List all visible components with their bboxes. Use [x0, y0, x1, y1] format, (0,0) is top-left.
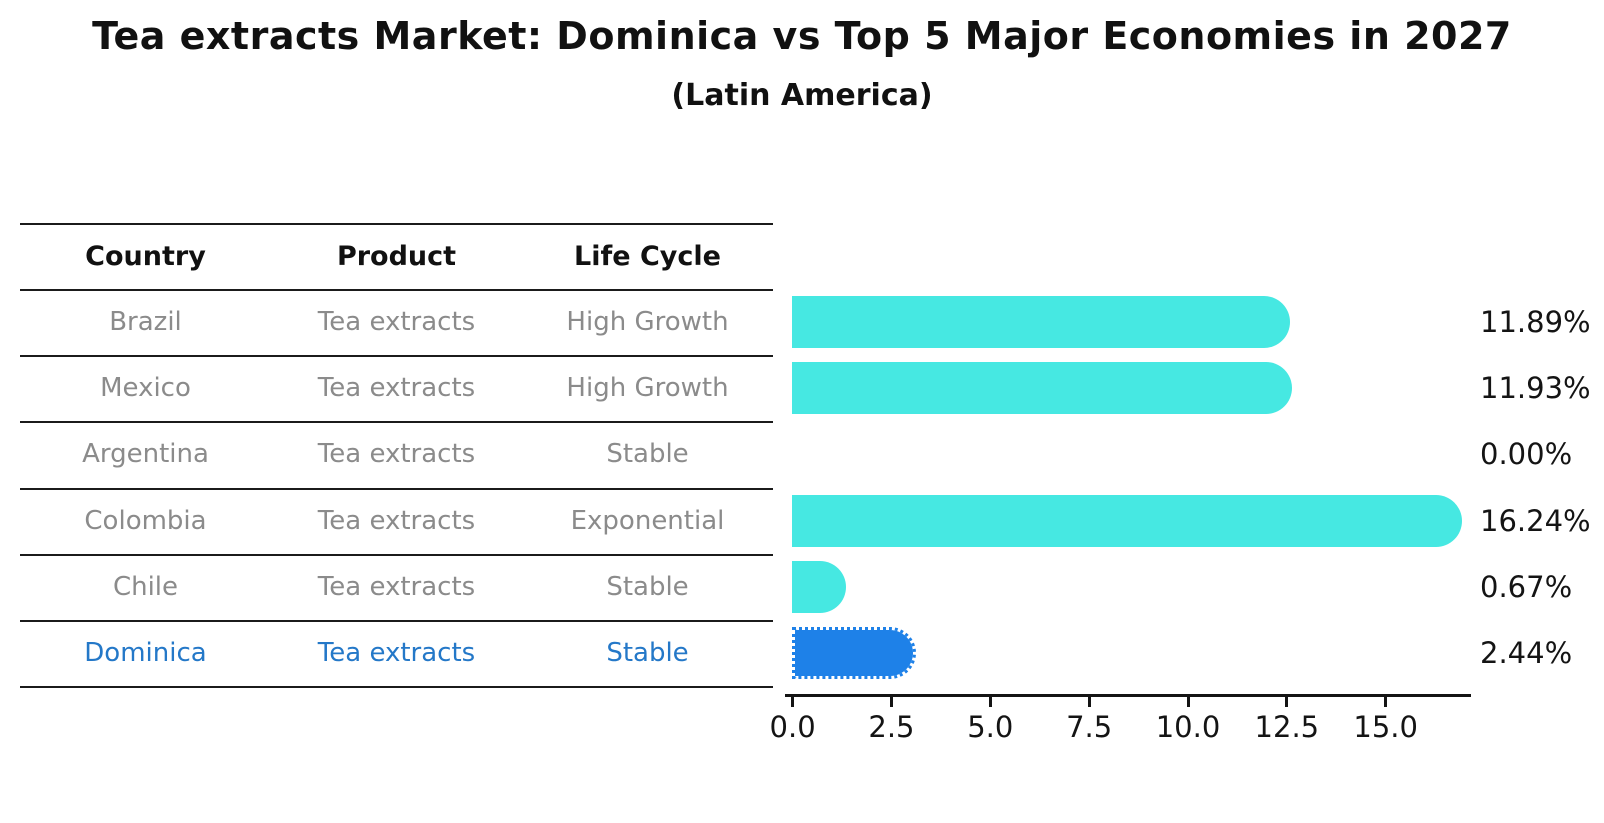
- x-axis-tick: [791, 697, 795, 707]
- chart-subtitle: (Latin America): [671, 78, 933, 113]
- x-axis-tick: [889, 697, 893, 707]
- table-rule: [20, 421, 773, 424]
- x-axis-tick: [1087, 697, 1091, 707]
- x-axis-tick: [988, 697, 992, 707]
- x-axis-tick-label: 0.0: [769, 710, 816, 744]
- table-row: Dominica Tea extracts Stable: [20, 621, 773, 685]
- x-axis-tick-label: 2.5: [868, 710, 915, 744]
- bar: [792, 494, 1463, 547]
- column-header-life-cycle: Life Cycle: [574, 240, 721, 272]
- table-rule: [20, 223, 773, 225]
- cell-country: Argentina: [82, 439, 209, 470]
- cell-product: Tea extracts: [317, 307, 476, 338]
- cell-country: Colombia: [84, 505, 207, 536]
- column-header-product: Product: [336, 240, 457, 272]
- bar: [792, 362, 1292, 415]
- chart-title: Tea extracts Market: Dominica vs Top 5 M…: [92, 14, 1512, 58]
- x-axis-tick-label: 10.0: [1155, 710, 1221, 744]
- cell-country: Brazil: [109, 307, 182, 338]
- value-label: 16.24%: [1480, 503, 1591, 538]
- table-row: Chile Tea extracts Stable: [20, 555, 773, 619]
- x-axis-tick: [1384, 697, 1388, 707]
- cell-country: Mexico: [100, 373, 191, 404]
- x-axis-line: [785, 694, 1471, 697]
- cell-country: Dominica: [84, 637, 207, 668]
- cell-product: Tea extracts: [317, 373, 476, 404]
- bar: [792, 296, 1291, 349]
- x-axis-tick: [1285, 697, 1289, 707]
- table-rule: [20, 685, 773, 688]
- table-rule: [20, 355, 773, 358]
- value-label: 11.93%: [1480, 371, 1591, 406]
- cell-life-cycle: Exponential: [570, 505, 725, 536]
- cell-product: Tea extracts: [317, 637, 476, 668]
- cell-product: Tea extracts: [317, 439, 476, 470]
- value-label: 0.67%: [1480, 569, 1573, 604]
- bar-highlight: [792, 626, 917, 679]
- table-row: Brazil Tea extracts High Growth: [20, 290, 773, 354]
- table-row: Mexico Tea extracts High Growth: [20, 356, 773, 420]
- cell-product: Tea extracts: [317, 571, 476, 602]
- value-label: 0.00%: [1480, 437, 1573, 472]
- x-axis-tick-label: 7.5: [1066, 710, 1113, 744]
- cell-life-cycle: Stable: [606, 439, 689, 470]
- bar: [792, 560, 847, 613]
- cell-country: Chile: [112, 571, 179, 602]
- x-axis-tick: [1186, 697, 1190, 707]
- value-label: 2.44%: [1480, 635, 1573, 670]
- table-header: Country Product Life Cycle: [20, 224, 773, 288]
- table-rule: [20, 289, 773, 292]
- cell-life-cycle: High Growth: [566, 373, 729, 404]
- x-axis-tick-label: 12.5: [1254, 710, 1320, 744]
- cell-life-cycle: Stable: [606, 571, 689, 602]
- table-rule: [20, 553, 773, 556]
- value-label: 11.89%: [1480, 305, 1591, 340]
- x-axis-tick-label: 5.0: [967, 710, 1014, 744]
- table-rule: [20, 619, 773, 622]
- cell-product: Tea extracts: [317, 505, 476, 536]
- table-row: Colombia Tea extracts Exponential: [20, 489, 773, 553]
- cell-life-cycle: High Growth: [566, 307, 729, 338]
- table-row: Argentina Tea extracts Stable: [20, 422, 773, 486]
- table-rule: [20, 487, 773, 490]
- column-header-country: Country: [85, 240, 206, 272]
- x-axis-tick-label: 15.0: [1353, 710, 1418, 744]
- cell-life-cycle: Stable: [606, 637, 689, 668]
